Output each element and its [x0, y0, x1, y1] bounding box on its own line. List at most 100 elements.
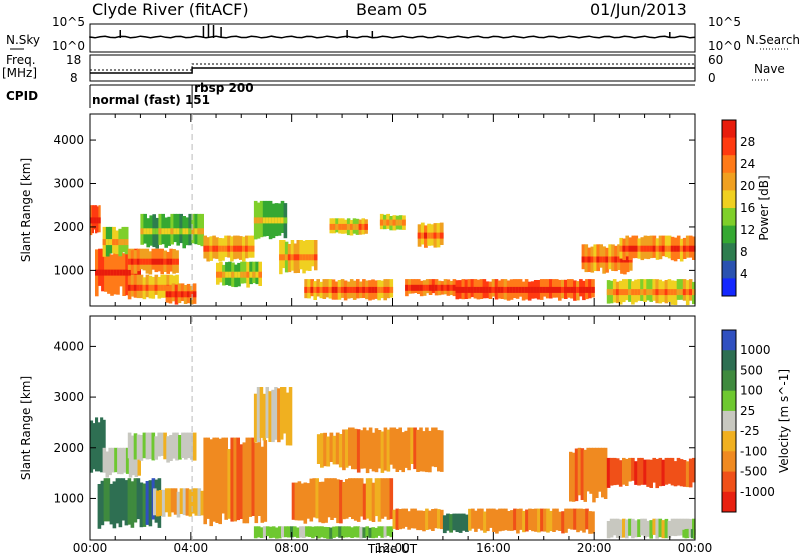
scatter-cell	[215, 437, 219, 523]
scatter-cell	[579, 508, 583, 531]
colorbar-cell	[722, 120, 736, 139]
scatter-core	[579, 286, 583, 293]
scatter-core	[236, 245, 240, 252]
scatter-core	[688, 289, 693, 296]
scatter-cell	[133, 433, 138, 460]
scatter-cell	[145, 432, 150, 460]
scatter-core	[473, 286, 478, 293]
scatter-core	[124, 239, 129, 246]
scatter-core	[219, 271, 223, 278]
scatter-cell	[474, 510, 478, 532]
scatter-cell	[649, 520, 653, 539]
scatter-cell	[383, 526, 388, 538]
scatter-cell	[120, 447, 124, 475]
scatter-cell	[564, 508, 568, 533]
scatter-core	[185, 228, 189, 235]
scatter-cell	[175, 432, 179, 461]
scatter-core	[365, 286, 369, 293]
scatter-core	[626, 256, 630, 263]
scatter-cell	[673, 518, 678, 537]
scatter-cell	[160, 432, 164, 456]
scatter-core	[452, 284, 457, 291]
scatter-cell	[100, 480, 105, 526]
scatter-core	[637, 289, 641, 296]
colorbar-tick: 12	[740, 223, 755, 237]
scatter-cell	[452, 513, 457, 531]
scatter-cell	[117, 447, 121, 475]
scatter-core	[549, 286, 553, 293]
scatter-cell	[598, 447, 602, 492]
scatter-core	[95, 269, 99, 276]
freq-tick: 8	[70, 71, 78, 85]
scatter-cell	[151, 432, 156, 461]
scatter-cell	[631, 457, 635, 481]
scatter-cell	[191, 488, 196, 514]
scatter-cell	[555, 508, 559, 531]
scatter-core	[161, 228, 165, 235]
scatter-cell	[371, 432, 376, 472]
scatter-core	[383, 286, 387, 293]
scatter-cell	[507, 511, 511, 531]
scatter-cell	[567, 508, 571, 529]
scatter-cell	[679, 518, 684, 536]
scatter-core	[670, 245, 675, 252]
scatter-cell	[293, 526, 297, 537]
freq-tick: 18	[66, 53, 81, 67]
colorbar-tick: 16	[740, 201, 755, 215]
scatter-core	[395, 219, 400, 226]
scatter-cell	[321, 481, 325, 524]
scatter-core	[440, 284, 445, 291]
scatter-cell	[658, 457, 663, 487]
scatter-core	[171, 291, 176, 298]
scatter-core	[151, 258, 156, 265]
scatter-cell	[510, 510, 514, 531]
scatter-cell	[407, 427, 411, 471]
scatter-core	[408, 284, 412, 291]
scatter-cell	[380, 431, 385, 473]
cpid-mode: rbsp 200	[194, 81, 253, 95]
scatter-core	[243, 271, 247, 278]
scatter-core	[239, 245, 243, 252]
x-tick-label: 12:00	[375, 541, 410, 554]
scatter-core	[625, 245, 629, 252]
scatter-core	[293, 254, 298, 261]
scatter-cell	[419, 427, 423, 472]
scatter-core	[224, 245, 228, 252]
scatter-core	[349, 286, 354, 293]
scatter-core	[433, 232, 438, 239]
scatter-cell	[615, 458, 620, 485]
scatter-cell	[682, 460, 687, 487]
scatter-cell	[569, 451, 573, 502]
scatter-core	[177, 291, 182, 298]
scatter-core	[149, 228, 153, 235]
scatter-cell	[649, 459, 653, 488]
scatter-cell	[153, 488, 157, 516]
scatter-core	[449, 284, 454, 291]
scatter-core	[192, 291, 197, 298]
scatter-cell	[339, 479, 343, 524]
scatter-cell	[285, 392, 290, 446]
scatter-core	[637, 245, 642, 252]
scatter-cell	[139, 482, 144, 528]
scatter-cell	[631, 518, 635, 539]
scatter-cell	[359, 526, 363, 539]
scatter-cell	[492, 508, 496, 532]
scatter-core	[628, 289, 632, 296]
colorbar-cell	[722, 278, 736, 297]
scatter-cell	[407, 511, 411, 530]
scatter-cell	[374, 428, 379, 473]
scatter-cell	[320, 433, 324, 468]
scatter-core	[567, 286, 571, 293]
scatter-cell	[97, 422, 101, 472]
scatter-cell	[280, 387, 284, 440]
colorbar-cell	[722, 330, 736, 351]
scatter-core	[259, 217, 264, 224]
scatter-cell	[271, 526, 276, 538]
scatter-cell	[242, 442, 247, 524]
scatter-cell	[118, 478, 123, 528]
scatter-cell	[486, 508, 490, 532]
scatter-core	[649, 245, 654, 252]
scatter-cell	[356, 478, 361, 522]
x-tick-label: 00:00	[678, 541, 713, 554]
scatter-cell	[622, 457, 626, 485]
